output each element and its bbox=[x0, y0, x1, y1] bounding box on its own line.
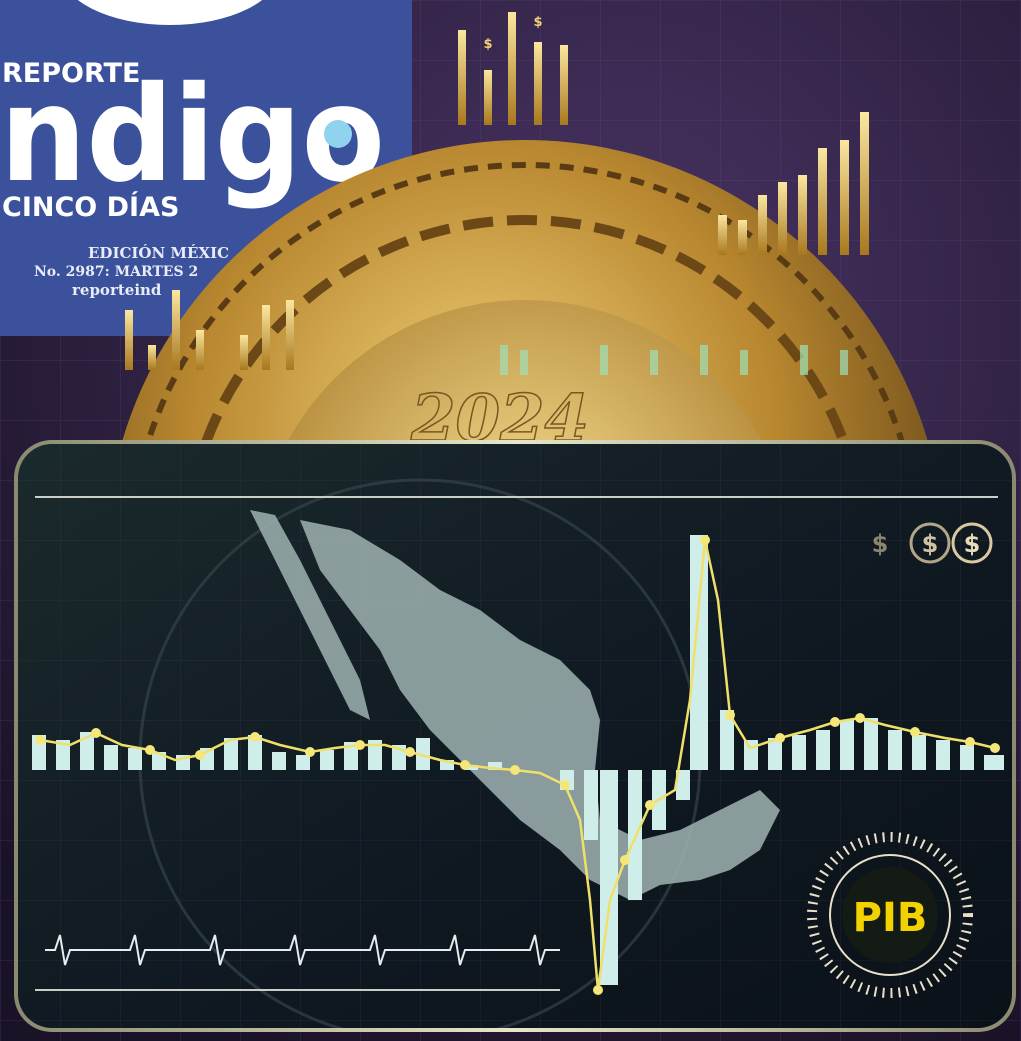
masthead-issue: No. 2987: MARTES 2 bbox=[34, 264, 198, 280]
dollar-sign: $ bbox=[872, 530, 889, 558]
masthead-subtitle: CINCO DÍAS bbox=[2, 191, 179, 223]
badge-label: PIB bbox=[853, 895, 928, 941]
dollar-sign: $ bbox=[964, 530, 981, 558]
dollar-sign: $ bbox=[922, 530, 939, 558]
page: {"masthead": {"kicker": "REPORTE", "logo… bbox=[0, 0, 1021, 1041]
dollar-sign: $ bbox=[533, 15, 542, 30]
masthead-edition: EDICIÓN MÉXIC bbox=[88, 244, 229, 262]
masthead-website: reporteind bbox=[72, 281, 162, 299]
dollar-sign: $ bbox=[483, 37, 492, 52]
logo-dot bbox=[324, 120, 352, 148]
cover: REPORTE ndigo CINCO DÍAS EDICIÓN MÉXIC N… bbox=[0, 0, 1021, 1041]
